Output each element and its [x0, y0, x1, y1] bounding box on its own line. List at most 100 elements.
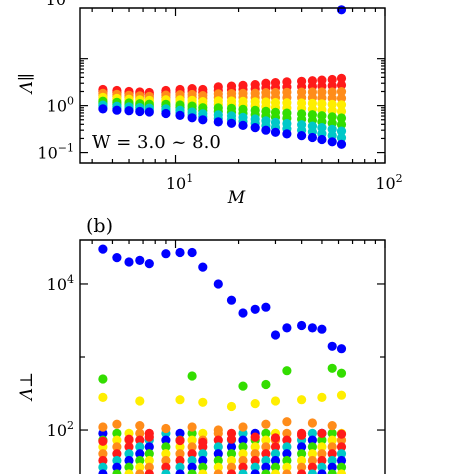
data-point [124, 449, 134, 459]
data-point [98, 392, 108, 402]
data-point [187, 247, 197, 258]
y-axis-label: Λ⊥ [17, 372, 37, 402]
data-point [226, 469, 237, 474]
data-point [317, 442, 327, 452]
data-point [261, 462, 271, 472]
data-point [226, 118, 237, 128]
data-point [135, 421, 145, 431]
data-point [261, 379, 271, 390]
data-point [336, 106, 347, 116]
data-point [98, 469, 108, 474]
data-point [327, 462, 337, 472]
data-point [135, 106, 145, 117]
data-point [144, 455, 154, 466]
data-point [213, 279, 223, 289]
data-point [327, 341, 337, 351]
data-point [213, 442, 223, 452]
data-point [261, 455, 271, 466]
data-point [124, 442, 134, 452]
data-point [282, 469, 292, 474]
data-point [297, 462, 307, 472]
data-point [135, 462, 145, 472]
data-point [175, 395, 185, 405]
data-point [175, 435, 185, 446]
data-point [238, 442, 248, 452]
data-point [175, 455, 185, 466]
data-point [161, 442, 171, 452]
data-point [161, 462, 171, 472]
data-point [317, 134, 327, 145]
data-point [124, 469, 134, 474]
data-point [161, 249, 171, 259]
data-point [336, 449, 347, 459]
data-point [282, 428, 292, 438]
data-point [327, 442, 337, 452]
data-point [226, 455, 237, 466]
data-point [238, 455, 248, 466]
data-point [270, 442, 281, 452]
data-point [238, 469, 248, 474]
data-point [297, 449, 307, 459]
data-point [297, 455, 307, 466]
data-point [161, 455, 171, 466]
data-point [250, 469, 260, 474]
data-point [135, 396, 145, 406]
data-point [261, 302, 271, 312]
y-axis-label: Λ∥ [17, 73, 37, 95]
data-point [187, 435, 197, 445]
data-point [98, 422, 108, 432]
data-point [250, 304, 260, 314]
data-point [282, 462, 292, 472]
data-point [226, 462, 237, 472]
data-point [112, 419, 122, 429]
data-point [135, 455, 145, 466]
data-point [213, 425, 223, 435]
data-point [135, 428, 145, 438]
data-point [112, 253, 122, 263]
data-point [250, 442, 260, 452]
data-point [238, 422, 248, 432]
data-point [238, 449, 248, 459]
data-point [336, 73, 347, 83]
data-point [135, 442, 145, 452]
data-point [317, 455, 327, 466]
data-point [307, 469, 317, 474]
data-point [336, 126, 347, 136]
data-point [282, 435, 292, 445]
data-point [135, 449, 145, 459]
data-point [327, 469, 337, 474]
data-point [238, 462, 248, 472]
data-point [112, 469, 122, 474]
data-point [297, 320, 307, 331]
data-point [270, 433, 281, 443]
data-point [161, 435, 171, 445]
panel-a: 101 102 100 10−1 10 M Λ∥ W = 3.0 ~ 8.0 [17, 0, 403, 208]
data-point [112, 449, 122, 459]
data-point [198, 462, 208, 472]
data-point [98, 436, 108, 446]
data-point [261, 419, 271, 429]
data-point [307, 442, 317, 452]
data-point [124, 257, 134, 267]
data-point [336, 462, 347, 472]
data-point [250, 449, 260, 459]
panel-label-b: (b) [86, 215, 113, 237]
data-point [327, 435, 337, 445]
data-point [112, 455, 122, 466]
data-point [336, 87, 347, 97]
y-tick-label: 10−1 [37, 142, 74, 163]
data-point [226, 401, 237, 412]
data-point [250, 123, 260, 133]
data-point [112, 442, 122, 452]
data-point [175, 110, 185, 120]
data-point [161, 108, 171, 119]
data-point [213, 469, 223, 474]
data-point [336, 119, 347, 130]
data-point [135, 469, 145, 474]
data-point [282, 455, 292, 466]
data-point [261, 442, 271, 452]
data-point [336, 390, 347, 400]
data-point [327, 363, 337, 373]
data-point [282, 366, 292, 376]
data-point [297, 131, 307, 141]
